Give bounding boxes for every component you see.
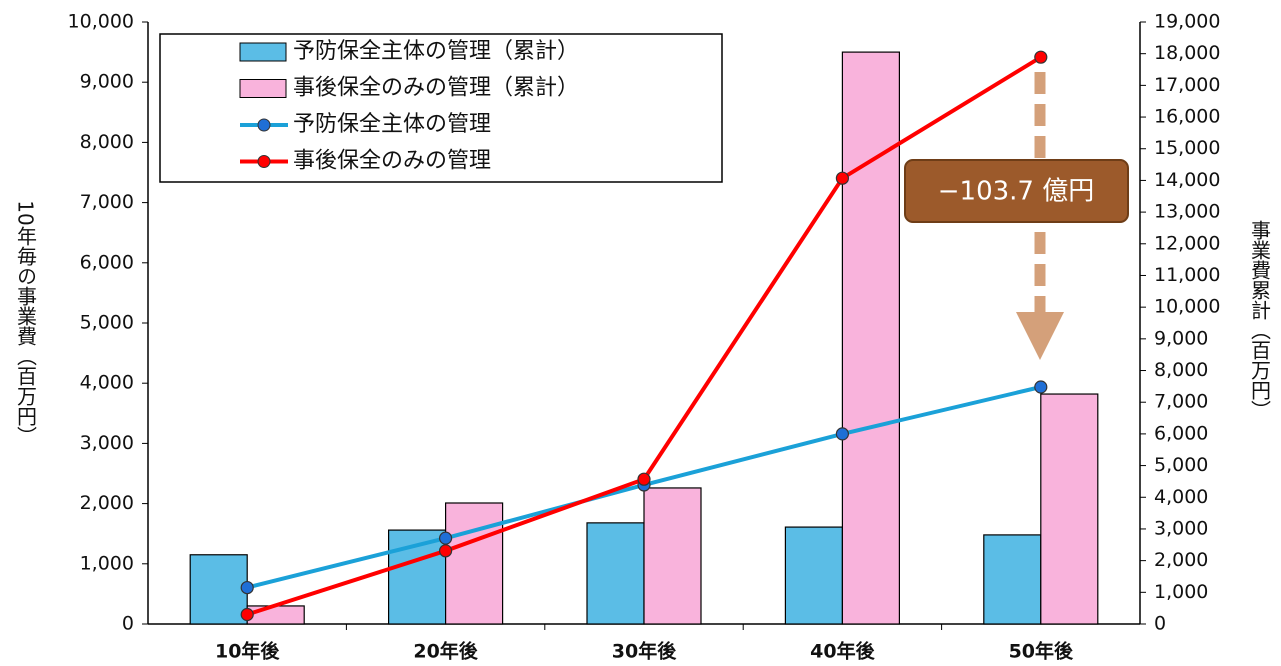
legend-label: 事後保全のみの管理（累計）	[293, 76, 579, 101]
y-axis-label: 10年毎の事業費（百万円）	[14, 200, 38, 445]
legend-marker	[257, 118, 271, 132]
y2-tick-label: 8,000	[1154, 359, 1208, 381]
bar	[246, 605, 305, 625]
legend-label: 事後保全のみの管理	[293, 149, 491, 174]
y2-tick-label: 2,000	[1154, 549, 1208, 571]
line-marker	[835, 171, 850, 185]
legend-marker	[257, 155, 271, 168]
y2-tick-label: 0	[1154, 613, 1166, 635]
legend-swatch	[239, 79, 287, 98]
bar	[643, 487, 702, 625]
y-tick-label: 2,000	[80, 492, 134, 514]
y2-tick-label: 15,000	[1154, 137, 1220, 159]
legend-label: 予防保全主体の管理	[293, 112, 491, 137]
y2-tick-label: 9,000	[1154, 327, 1208, 349]
bar	[586, 522, 645, 625]
x-tick-label: 40年後	[810, 640, 875, 663]
x-tick-label: 10年後	[215, 640, 280, 663]
y2-tick-label: 7,000	[1154, 391, 1208, 413]
bar	[1040, 393, 1099, 625]
y-tick-label: 6,000	[80, 251, 134, 273]
y-tick-label: 7,000	[80, 191, 134, 213]
y2-tick-label: 18,000	[1154, 42, 1220, 64]
line-marker	[835, 427, 850, 441]
x-tick-label: 50年後	[1009, 640, 1074, 663]
bar	[983, 534, 1042, 625]
y2-tick-label: 14,000	[1154, 169, 1220, 191]
annotation: −103.7 億円	[938, 177, 1094, 207]
bar	[841, 51, 901, 625]
legend-label: 予防保全主体の管理（累計）	[293, 39, 579, 64]
y-tick-label: 0	[122, 613, 134, 635]
legend-swatch	[239, 42, 287, 62]
arrow-head	[1016, 312, 1064, 360]
y2-tick-label: 3,000	[1154, 517, 1208, 539]
y2-tick-label: 13,000	[1154, 201, 1220, 223]
line-marker	[240, 580, 254, 595]
x-tick-label: 30年後	[612, 640, 677, 663]
y2-tick-label: 12,000	[1154, 232, 1220, 254]
line-marker	[439, 544, 453, 558]
y2-tick-label: 16,000	[1154, 106, 1220, 128]
y2-tick-label: 1,000	[1154, 581, 1208, 603]
x-tick-label: 20年後	[413, 640, 478, 663]
y2-axis-label: 事業費累計（百万円）	[1248, 220, 1272, 420]
y2-tick-label: 10,000	[1154, 296, 1220, 318]
bar	[445, 502, 504, 625]
y-tick-label: 9,000	[80, 71, 134, 93]
y2-tick-label: 5,000	[1154, 454, 1208, 476]
y2-tick-label: 11,000	[1154, 264, 1220, 286]
y-tick-label: 5,000	[80, 312, 134, 334]
line-marker	[439, 531, 453, 545]
y2-tick-label: 6,000	[1154, 422, 1208, 444]
y-tick-label: 1,000	[80, 552, 134, 574]
bar	[784, 526, 844, 625]
y-tick-label: 8,000	[80, 131, 134, 153]
y2-tick-label: 4,000	[1154, 486, 1208, 508]
y-tick-label: 10,000	[68, 11, 134, 33]
line-marker	[240, 607, 254, 622]
bar	[189, 554, 248, 625]
line-marker	[1034, 50, 1048, 64]
y2-tick-label: 17,000	[1154, 74, 1220, 96]
line-marker	[637, 472, 651, 486]
y2-tick-label: 19,000	[1154, 11, 1220, 33]
annotation-box	[904, 159, 1129, 223]
line-marker	[1034, 380, 1048, 394]
y-tick-label: 4,000	[80, 372, 134, 394]
y-tick-label: 3,000	[80, 432, 134, 454]
